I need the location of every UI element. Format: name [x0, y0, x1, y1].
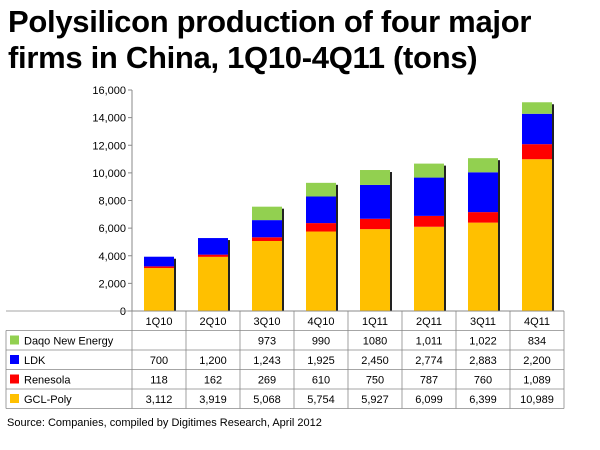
bar-segment [522, 144, 552, 160]
data-label: 3,112 [146, 394, 173, 406]
bar-segment [522, 159, 552, 311]
bar-segment [414, 226, 444, 311]
x-tick-label: 4Q10 [308, 316, 335, 328]
data-label: 700 [150, 355, 168, 367]
bar-segment [306, 196, 336, 224]
bar-shadow [174, 258, 176, 311]
data-label: 760 [474, 375, 492, 387]
bar-segment [414, 177, 444, 216]
bar-shadow [552, 104, 554, 311]
y-tick-label: 12,000 [92, 140, 126, 152]
bar-shadow [228, 240, 230, 311]
bar-segment [252, 206, 282, 221]
bar-segment [522, 113, 552, 145]
data-label: 1080 [363, 336, 387, 348]
y-tick-label: 10,000 [92, 168, 126, 180]
bar-segment [144, 266, 174, 269]
legend-label: Daqo New Energy [24, 336, 114, 348]
data-label: 990 [312, 336, 330, 348]
bar-segment [414, 163, 444, 178]
data-label: 787 [420, 375, 438, 387]
data-label: 1,200 [199, 355, 227, 367]
bar-segment [252, 237, 282, 241]
data-label: 269 [258, 375, 276, 387]
bar-segment [360, 184, 390, 219]
data-label: 834 [528, 336, 546, 348]
bar-segment [306, 223, 336, 232]
legend-swatch [10, 355, 19, 364]
x-tick-label: 2Q11 [416, 316, 442, 328]
bar-segment [252, 220, 282, 238]
data-label: 610 [312, 375, 330, 387]
y-tick-label: 16,000 [92, 85, 126, 97]
bar-segment [414, 215, 444, 227]
data-label: 6,099 [415, 394, 443, 406]
bar-segment [306, 182, 336, 197]
x-tick-label: 3Q11 [470, 316, 496, 328]
data-label: 118 [150, 375, 168, 387]
bar-segment [468, 158, 498, 173]
data-label: 5,068 [253, 394, 281, 406]
bar-shadow [498, 160, 500, 311]
data-label: 973 [258, 336, 276, 348]
legend-swatch [10, 394, 19, 403]
source-note: Source: Companies, compiled by Digitimes… [7, 417, 322, 429]
y-tick-label: 14,000 [92, 113, 126, 125]
bar-segment [468, 222, 498, 311]
bar-segment [360, 229, 390, 311]
data-label: 10,989 [520, 394, 554, 406]
bar-segment [306, 231, 336, 311]
bar-segment [360, 170, 390, 185]
data-label: 1,011 [416, 336, 443, 348]
bar-shadow [336, 184, 338, 311]
data-label: 2,883 [469, 355, 497, 367]
y-tick-label: 8,000 [98, 196, 126, 208]
legend-label: Renesola [24, 375, 71, 387]
y-tick-label: 0 [120, 306, 126, 318]
data-label: 1,243 [253, 355, 281, 367]
x-tick-label: 1Q10 [146, 316, 173, 328]
y-tick-label: 2,000 [98, 278, 126, 290]
bar-shadow [444, 165, 446, 311]
bar-shadow [282, 208, 284, 311]
y-tick-label: 6,000 [98, 223, 126, 235]
x-tick-label: 3Q10 [254, 316, 281, 328]
x-tick-label: 2Q10 [200, 316, 227, 328]
legend-label: LDK [24, 355, 46, 367]
bar-segment [198, 254, 228, 257]
bar-segment [360, 218, 390, 230]
legend-label: GCL-Poly [24, 394, 72, 406]
data-label: 5,927 [361, 394, 389, 406]
data-label: 3,919 [199, 394, 227, 406]
legend-swatch [10, 335, 19, 345]
bar-segment [144, 268, 174, 311]
data-label: 2,200 [523, 355, 551, 367]
bar-segment [198, 238, 228, 255]
data-label: 1,925 [307, 355, 335, 367]
bar-segment [252, 240, 282, 311]
y-tick-label: 4,000 [98, 251, 126, 263]
x-tick-label: 4Q11 [524, 316, 550, 328]
chart-title: Polysilicon production of four major fir… [8, 4, 532, 75]
legend-swatch [10, 374, 19, 384]
data-label: 1,089 [523, 375, 551, 387]
data-label: 750 [366, 375, 384, 387]
data-label: 6,399 [469, 394, 497, 406]
data-label: 2,774 [415, 355, 443, 367]
data-label: 162 [204, 375, 222, 387]
bar-segment [468, 212, 498, 223]
data-label: 2,450 [361, 355, 389, 367]
bar-segment [468, 172, 498, 213]
data-label: 1,022 [469, 336, 497, 348]
bar-segment [522, 102, 552, 114]
bar-shadow [390, 172, 392, 311]
data-label: 5,754 [307, 394, 335, 406]
bar-segment [198, 256, 228, 311]
x-tick-label: 1Q11 [362, 316, 388, 328]
bar-segment [144, 256, 174, 267]
